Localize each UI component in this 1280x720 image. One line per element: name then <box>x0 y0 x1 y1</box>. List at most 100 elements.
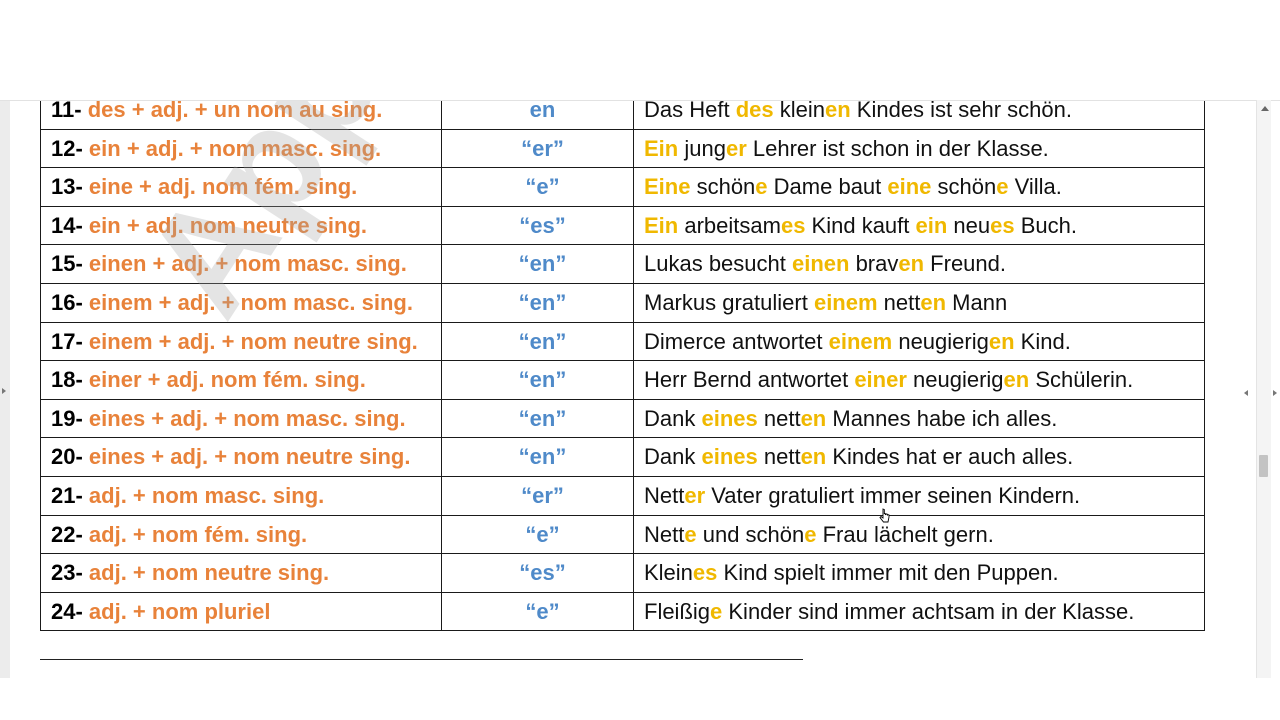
rule-cell: 22- adj. + nom fém. sing. <box>40 514 442 555</box>
highlighted-segment: es <box>692 560 718 586</box>
example-cell: Fleißige Kinder sind immer achtsam in de… <box>633 591 1205 632</box>
ending-cell: “e” <box>441 514 634 555</box>
example-segment: Frau lächelt gern. <box>816 521 994 547</box>
rule-cell: 14- ein + adj. nom neutre sing. <box>40 205 442 246</box>
example-segment: Schülerin. <box>1029 367 1134 393</box>
example-segment: Kind. <box>1014 328 1071 354</box>
expand-right-icon[interactable] <box>1273 390 1277 396</box>
highlighted-segment: einen <box>791 251 850 277</box>
table-row: 11- des + adj. + un nom au sing. en Das He… <box>40 100 1205 130</box>
rule-text: ein + adj. + nom masc. sing. <box>88 135 382 161</box>
ending-cell: “e” <box>441 167 634 207</box>
example-segment: nett <box>757 444 801 470</box>
highlighted-segment: er <box>725 135 747 161</box>
highlighted-segment: en <box>1003 367 1030 393</box>
example-segment: schön <box>931 174 997 200</box>
highlighted-segment: einem <box>813 289 878 315</box>
vertical-scrollbar[interactable] <box>1256 100 1271 678</box>
highlighted-segment: eine <box>887 174 932 200</box>
table-row: 20- eines + adj. + nom neutre sing. “en” D… <box>40 437 1205 477</box>
table-row: 15- einen + adj. + nom masc. sing. “en” Lu… <box>40 244 1205 284</box>
ending-cell: “en” <box>441 360 634 400</box>
table-row: 18- einer + adj. nom fém. sing. “en” Herr … <box>40 360 1205 400</box>
example-segment: Villa. <box>1008 174 1062 200</box>
row-number: 13- <box>51 174 83 200</box>
row-number: 20- <box>51 444 83 470</box>
highlighted-segment: einem <box>828 328 893 354</box>
highlighted-segment: en <box>988 328 1015 354</box>
rule-cell: 23- adj. + nom neutre sing. <box>40 553 442 593</box>
row-number: 15- <box>51 251 83 277</box>
scroll-up-icon[interactable] <box>1261 106 1269 111</box>
rule-text: einer + adj. nom fém. sing. <box>88 367 366 393</box>
highlighted-segment: des <box>735 100 774 122</box>
rule-cell: 13- eine + adj. nom fém. sing. <box>40 167 442 207</box>
example-segment: Nett <box>644 482 685 508</box>
example-segment: Dame baut <box>767 174 888 200</box>
rule-cell: 12- ein + adj. + nom masc. sing. <box>40 128 442 169</box>
highlighted-segment: e <box>684 521 697 547</box>
rule-cell: 11- des + adj. + un nom au sing. <box>40 100 442 130</box>
highlighted-segment: eines <box>701 444 758 470</box>
example-segment: schön <box>690 174 756 200</box>
table-row: 21- adj. + nom masc. sing. “er” Netter Vat… <box>40 475 1205 516</box>
highlighted-segment: e <box>755 174 768 200</box>
highlighted-segment: er <box>684 482 706 508</box>
highlighted-segment: e <box>710 598 723 624</box>
rule-cell: 18- einer + adj. nom fém. sing. <box>40 360 442 400</box>
example-segment: Fleißig <box>644 598 711 624</box>
grammar-table: 11- des + adj. + un nom au sing. en Das He… <box>40 100 1205 632</box>
row-number: 18- <box>51 367 83 393</box>
rule-text: adj. + nom pluriel <box>88 598 271 624</box>
example-segment: Kind spielt immer mit den Puppen. <box>717 560 1059 586</box>
example-cell: Das Heft des kleinen Kindes ist sehr sch… <box>633 100 1205 130</box>
row-number: 14- <box>51 212 83 238</box>
table-row: 22- adj. + nom fém. sing. “e” Nette und sc… <box>40 514 1205 555</box>
collapse-right-icon[interactable] <box>1244 390 1248 396</box>
rule-cell: 17- einem + adj. + nom neutre sing. <box>40 321 442 362</box>
example-segment: Nett <box>644 521 685 547</box>
ending-cell: “en” <box>441 244 634 284</box>
example-cell: Markus gratuliert einem netten Mann <box>633 282 1205 323</box>
example-segment: Kindes hat er auch alles. <box>826 444 1074 470</box>
example-segment: brav <box>849 251 899 277</box>
highlighted-segment: es <box>780 212 806 238</box>
example-segment: Das Heft <box>644 100 736 122</box>
table-row: 12- ein + adj. + nom masc. sing. “er” Ein … <box>40 128 1205 169</box>
example-segment: jung <box>678 135 726 161</box>
table-row: 23- adj. + nom neutre sing. “es” Kleines K… <box>40 553 1205 593</box>
rule-text: adj. + nom neutre sing. <box>88 560 330 586</box>
example-segment: neugierig <box>892 328 989 354</box>
example-segment: Vater gratuliert immer seinen Kindern. <box>705 482 1081 508</box>
example-cell: Dimerce antwortet einem neugierigen Kind… <box>633 321 1205 362</box>
table-row: 17- einem + adj. + nom neutre sing. “en” D… <box>40 321 1205 362</box>
row-number: 21- <box>51 482 83 508</box>
example-segment: Mann <box>946 289 1008 315</box>
example-segment: Kindes ist sehr schön. <box>850 100 1073 122</box>
example-cell: Ein junger Lehrer ist schon in der Klass… <box>633 128 1205 169</box>
expand-left-icon[interactable] <box>2 388 6 394</box>
highlighted-segment: en <box>800 405 827 431</box>
ending-cell: “en” <box>441 321 634 362</box>
table-row: 16- einem + adj. + nom masc. sing. “en” Ma… <box>40 282 1205 323</box>
scroll-thumb[interactable] <box>1259 455 1268 477</box>
rule-text: einen + adj. + nom masc. sing. <box>88 251 407 277</box>
highlighted-segment: en <box>824 100 851 122</box>
table-row: 14- ein + adj. nom neutre sing. “es” Ein a… <box>40 205 1205 246</box>
grammar-table-body: 11- des + adj. + un nom au sing. en Das He… <box>40 100 1205 632</box>
rule-cell: 24- adj. + nom pluriel <box>40 591 442 632</box>
example-cell: Ein arbeitsames Kind kauft ein neues Buc… <box>633 205 1205 246</box>
ending-cell: “es” <box>441 553 634 593</box>
example-segment: Freund. <box>924 251 1006 277</box>
rule-text: einem + adj. + nom masc. sing. <box>88 289 413 315</box>
example-segment: Mannes habe ich alles. <box>826 405 1058 431</box>
row-number: 12- <box>51 135 83 161</box>
example-segment: arbeitsam <box>678 212 781 238</box>
example-cell: Lukas besucht einen braven Freund. <box>633 244 1205 284</box>
ending-cell: “en” <box>441 398 634 439</box>
rule-text: eines + adj. + nom masc. sing. <box>88 405 406 431</box>
highlighted-segment: Ein <box>644 135 679 161</box>
ending-cell: “en” <box>441 282 634 323</box>
example-segment: klein <box>773 100 825 122</box>
ending-cell: en <box>441 100 634 130</box>
